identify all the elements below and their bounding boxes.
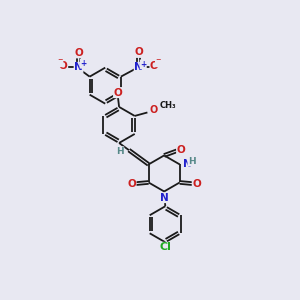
Text: +: + — [140, 60, 146, 69]
Text: +: + — [80, 59, 86, 68]
Text: O: O — [74, 48, 83, 58]
Text: H: H — [188, 157, 196, 166]
Text: O: O — [127, 178, 136, 189]
Text: O: O — [149, 105, 157, 115]
Text: CH₃: CH₃ — [159, 101, 176, 110]
Text: ⁻: ⁻ — [155, 57, 161, 67]
Text: O: O — [177, 145, 185, 155]
Text: N: N — [134, 62, 143, 72]
Text: Cl: Cl — [159, 242, 171, 252]
Text: O: O — [192, 178, 201, 189]
Text: N: N — [74, 62, 83, 72]
Text: ⁻: ⁻ — [57, 57, 63, 67]
Text: H: H — [116, 147, 124, 156]
Text: O: O — [114, 88, 122, 98]
Text: O: O — [150, 61, 159, 71]
Text: O: O — [59, 61, 68, 71]
Text: N: N — [160, 193, 169, 202]
Text: O: O — [134, 47, 143, 57]
Text: N: N — [183, 159, 192, 170]
